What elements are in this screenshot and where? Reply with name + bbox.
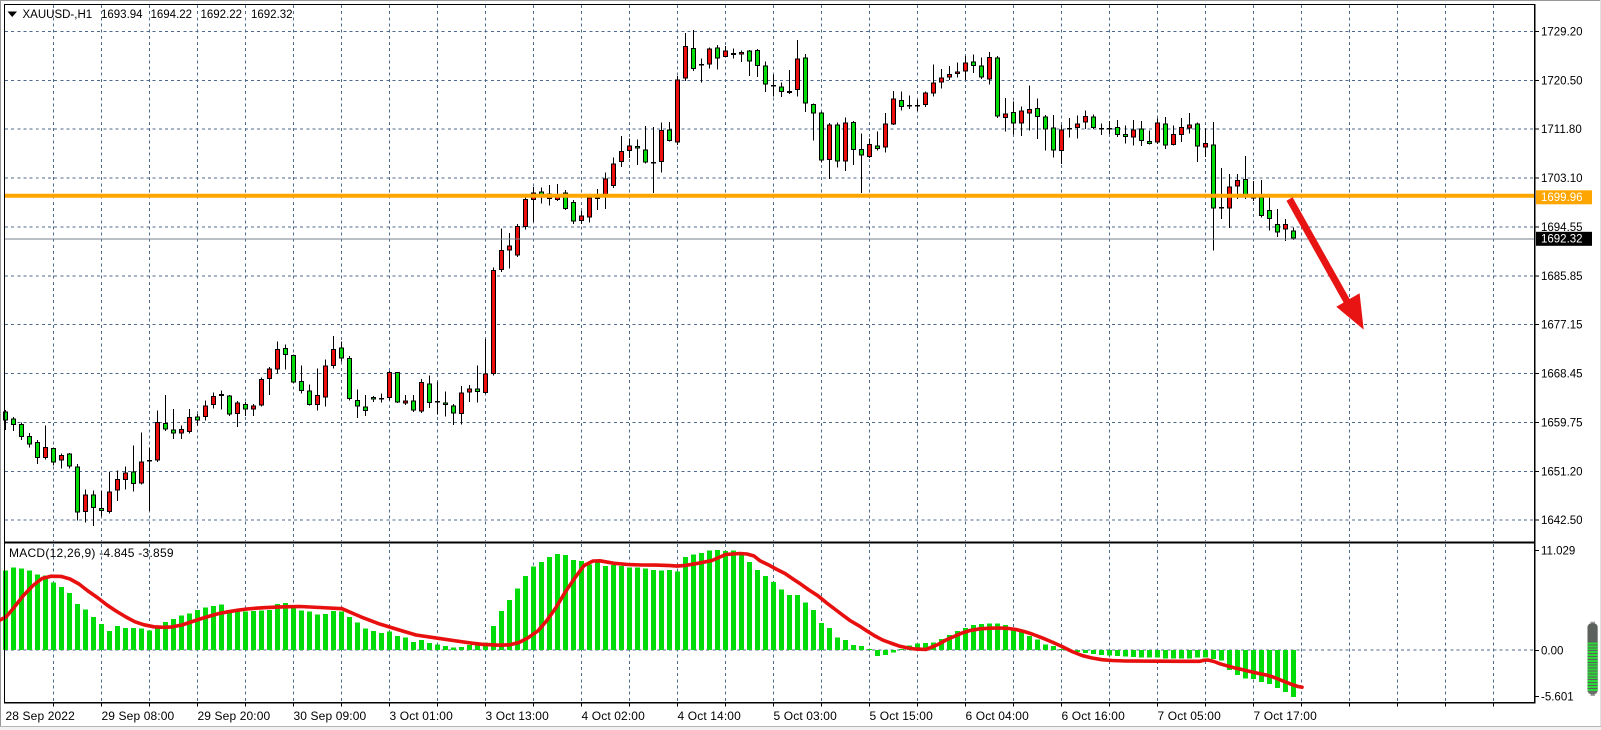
svg-text:1699.96: 1699.96	[1541, 192, 1583, 204]
svg-text:1659.75: 1659.75	[1541, 418, 1583, 430]
svg-text:0.00: 0.00	[1541, 645, 1563, 657]
svg-text:3 Oct 01:00: 3 Oct 01:00	[390, 709, 454, 723]
svg-text:1694.55: 1694.55	[1541, 222, 1583, 234]
svg-text:29 Sep 20:00: 29 Sep 20:00	[198, 709, 271, 723]
svg-text:MACD(12,26,9) -4.845 -3.859: MACD(12,26,9) -4.845 -3.859	[9, 546, 174, 560]
svg-text:29 Sep 08:00: 29 Sep 08:00	[102, 709, 175, 723]
svg-text:1729.20: 1729.20	[1541, 27, 1583, 39]
svg-text:1642.50: 1642.50	[1541, 515, 1583, 527]
svg-text:1668.45: 1668.45	[1541, 369, 1583, 381]
svg-text:5 Oct 15:00: 5 Oct 15:00	[870, 709, 934, 723]
svg-text:28 Sep 2022: 28 Sep 2022	[6, 709, 76, 723]
svg-text:1692.32: 1692.32	[1541, 234, 1583, 246]
svg-text:4 Oct 02:00: 4 Oct 02:00	[582, 709, 646, 723]
svg-text:1677.15: 1677.15	[1541, 320, 1583, 332]
svg-text:11.029: 11.029	[1541, 545, 1575, 557]
svg-text:1720.50: 1720.50	[1541, 75, 1583, 87]
svg-text:1692.32: 1692.32	[251, 9, 293, 21]
svg-text:4 Oct 14:00: 4 Oct 14:00	[678, 709, 742, 723]
svg-text:3 Oct 13:00: 3 Oct 13:00	[486, 709, 550, 723]
svg-text:1711.80: 1711.80	[1541, 124, 1582, 136]
svg-text:30 Sep 09:00: 30 Sep 09:00	[294, 709, 367, 723]
svg-text:1693.94: 1693.94	[101, 9, 143, 21]
svg-text:7 Oct 05:00: 7 Oct 05:00	[1158, 709, 1222, 723]
svg-text:1703.10: 1703.10	[1541, 173, 1583, 185]
svg-text:5 Oct 03:00: 5 Oct 03:00	[774, 709, 838, 723]
svg-text:6 Oct 16:00: 6 Oct 16:00	[1062, 709, 1126, 723]
svg-text:XAUUSD-,H1: XAUUSD-,H1	[23, 9, 93, 21]
svg-text:7 Oct 17:00: 7 Oct 17:00	[1254, 709, 1318, 723]
svg-text:1685.85: 1685.85	[1541, 271, 1583, 283]
svg-text:1694.22: 1694.22	[151, 9, 193, 21]
svg-text:6 Oct 04:00: 6 Oct 04:00	[966, 709, 1030, 723]
svg-text:1651.20: 1651.20	[1541, 466, 1583, 478]
svg-text:1692.22: 1692.22	[201, 9, 243, 21]
svg-text:-5.601: -5.601	[1541, 691, 1574, 703]
